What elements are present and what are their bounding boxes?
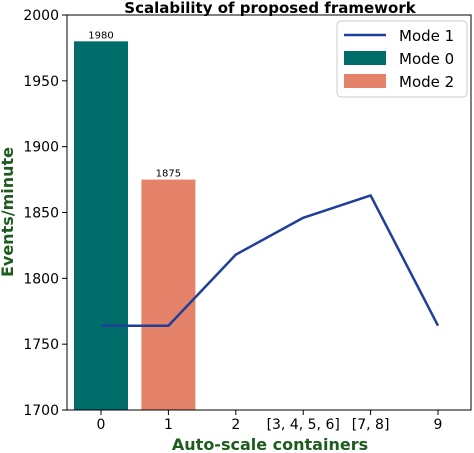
x-tick-label: 2 [231,417,240,433]
legend-label: Mode 1 [399,27,454,45]
y-axis: 1700 1750 1800 1850 1900 1950 2000 [23,8,67,419]
bar-value-label: 1980 [88,30,113,41]
y-tick-label: 1700 [23,403,59,419]
y-tick-label: 1750 [23,337,59,353]
bar-value-label: 1875 [156,169,181,180]
y-tick-label: 1900 [23,140,59,156]
bar-mode-2 [141,179,196,410]
y-tick-label: 1800 [23,271,59,287]
legend: Mode 1 Mode 0 Mode 2 [336,20,468,98]
legend-label: Mode 2 [399,73,454,91]
x-axis: 0 1 2 [3, 4, 5, 6] [7, 8] 9 [97,410,443,433]
bars-layer: 1980 1875 [74,30,196,410]
y-axis-label: Events/minute [0,147,17,277]
x-tick-label: 1 [164,417,173,433]
x-tick-label: [3, 4, 5, 6] [267,417,340,433]
y-tick-label: 1850 [23,206,59,222]
bar-mode-0 [74,41,128,410]
line-layer [101,194,440,327]
y-tick-label: 2000 [23,8,59,24]
x-tick-label: 0 [97,417,106,433]
x-axis-label: Auto-scale containers [172,435,368,453]
x-tick-label: [7, 8] [352,417,390,433]
legend-label: Mode 0 [399,50,454,68]
chart-title: Scalability of proposed framework [124,0,416,17]
y-tick-label: 1950 [23,74,59,90]
x-tick-label: 9 [434,417,443,433]
line-mode-1 [101,194,440,327]
legend-swatch-bar [344,51,386,65]
legend-swatch-bar [344,74,386,88]
